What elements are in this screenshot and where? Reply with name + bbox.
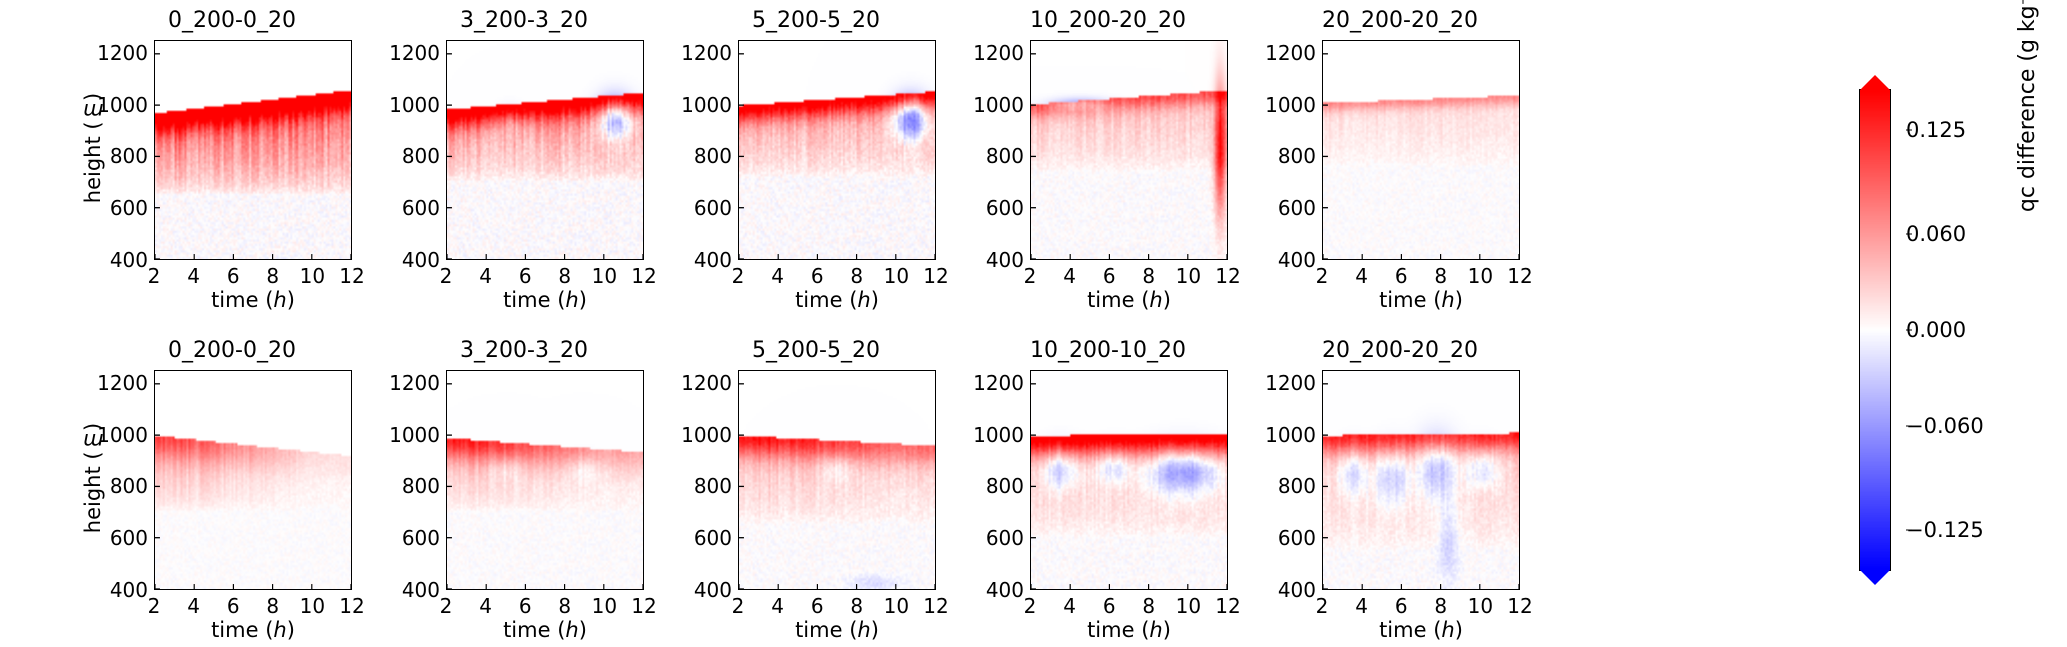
y-ticks: 40060080010001200 xyxy=(398,40,446,260)
heatmap xyxy=(446,40,644,260)
panel-title: 5_200-5_20 xyxy=(690,10,942,38)
heatmap xyxy=(1322,40,1520,260)
y-ticks: 40060080010001200 xyxy=(690,40,738,260)
heatmap xyxy=(738,40,936,260)
y-ticks: 40060080010001200 xyxy=(1274,40,1322,260)
x-ticks: 24681012 xyxy=(154,590,352,618)
panel-r1-c2: 5_200-5_204006008001000120024681012time … xyxy=(690,340,942,620)
x-ticks: 24681012 xyxy=(446,590,644,618)
colorbar-ticks: 0.125 0.060 0.000 −0.060 −0.125 xyxy=(1896,80,1986,580)
colorbar-tick-label: 0.125 xyxy=(1906,118,1966,142)
y-ticks: 40060080010001200 xyxy=(1274,370,1322,590)
colorbar-extend-bottom-icon xyxy=(1860,570,1890,585)
panel-title: 0_200-0_20 xyxy=(106,340,358,368)
panel-r0-c1: 3_200-3_204006008001000120024681012time … xyxy=(398,10,650,290)
panel-r1-c0: height (m)0_200-0_2040060080010001200246… xyxy=(80,340,358,620)
heatmap xyxy=(154,40,352,260)
x-ticks: 24681012 xyxy=(1322,590,1520,618)
panel-title: 5_200-5_20 xyxy=(690,340,942,368)
x-ticks: 24681012 xyxy=(1030,260,1228,288)
panel-title: 10_200-20_20 xyxy=(982,10,1234,38)
panel-title: 20_200-20_20 xyxy=(1274,340,1526,368)
panel-title: 3_200-3_20 xyxy=(398,10,650,38)
panel-title: 3_200-3_20 xyxy=(398,340,650,368)
colorbar: 0.1250.0600.000−0.060−0.125 qc differenc… xyxy=(1860,80,2050,580)
panel-r0-c2: 5_200-5_204006008001000120024681012time … xyxy=(690,10,942,290)
y-ticks: 40060080010001200 xyxy=(106,370,154,590)
panel-title: 10_200-10_20 xyxy=(982,340,1234,368)
heatmap xyxy=(1030,40,1228,260)
y-axis-label: height (m) xyxy=(80,38,106,258)
panel-r1-c1: 3_200-3_204006008001000120024681012time … xyxy=(398,340,650,620)
y-ticks: 40060080010001200 xyxy=(106,40,154,260)
colorbar-tick-label: 0.060 xyxy=(1906,222,1966,246)
panel-r1-c4: 20_200-20_204006008001000120024681012tim… xyxy=(1274,340,1526,620)
heatmap xyxy=(1322,370,1520,590)
panel-r0-c4: 20_200-20_204006008001000120024681012tim… xyxy=(1274,10,1526,290)
y-ticks: 40060080010001200 xyxy=(982,370,1030,590)
heatmap xyxy=(1030,370,1228,590)
panel-title: 20_200-20_20 xyxy=(1274,10,1526,38)
panel-grid: height (m)0_200-0_2040060080010001200246… xyxy=(80,10,1800,630)
panel-title: 0_200-0_20 xyxy=(106,10,358,38)
x-ticks: 24681012 xyxy=(738,590,936,618)
panel-r0-c3: 10_200-20_204006008001000120024681012tim… xyxy=(982,10,1234,290)
heatmap xyxy=(738,370,936,590)
y-ticks: 40060080010001200 xyxy=(982,40,1030,260)
colorbar-tick-label: −0.060 xyxy=(1906,414,1984,438)
x-ticks: 24681012 xyxy=(1322,260,1520,288)
panel-row-mimica: height (m)0_200-0_2040060080010001200246… xyxy=(80,10,1800,290)
y-axis-label: height (m) xyxy=(80,368,106,588)
colorbar-extend-top-icon xyxy=(1860,75,1890,90)
figure: MIMICA RAMS height (m)0_200-0_2040060080… xyxy=(0,0,2067,647)
x-ticks: 24681012 xyxy=(154,260,352,288)
colorbar-gradient xyxy=(1860,90,1890,570)
x-ticks: 24681012 xyxy=(446,260,644,288)
y-ticks: 40060080010001200 xyxy=(398,370,446,590)
heatmap xyxy=(446,370,644,590)
panel-r1-c3: 10_200-10_204006008001000120024681012tim… xyxy=(982,340,1234,620)
x-ticks: 24681012 xyxy=(1030,590,1228,618)
colorbar-label: qc difference (g kg⁻¹) xyxy=(2015,330,2067,355)
y-ticks: 40060080010001200 xyxy=(690,370,738,590)
colorbar-tick-label: 0.000 xyxy=(1906,318,1966,342)
colorbar-tick-label: −0.125 xyxy=(1906,518,1984,542)
heatmap xyxy=(154,370,352,590)
x-ticks: 24681012 xyxy=(738,260,936,288)
panel-row-rams: height (m)0_200-0_2040060080010001200246… xyxy=(80,340,1800,620)
panel-r0-c0: height (m)0_200-0_2040060080010001200246… xyxy=(80,10,358,290)
